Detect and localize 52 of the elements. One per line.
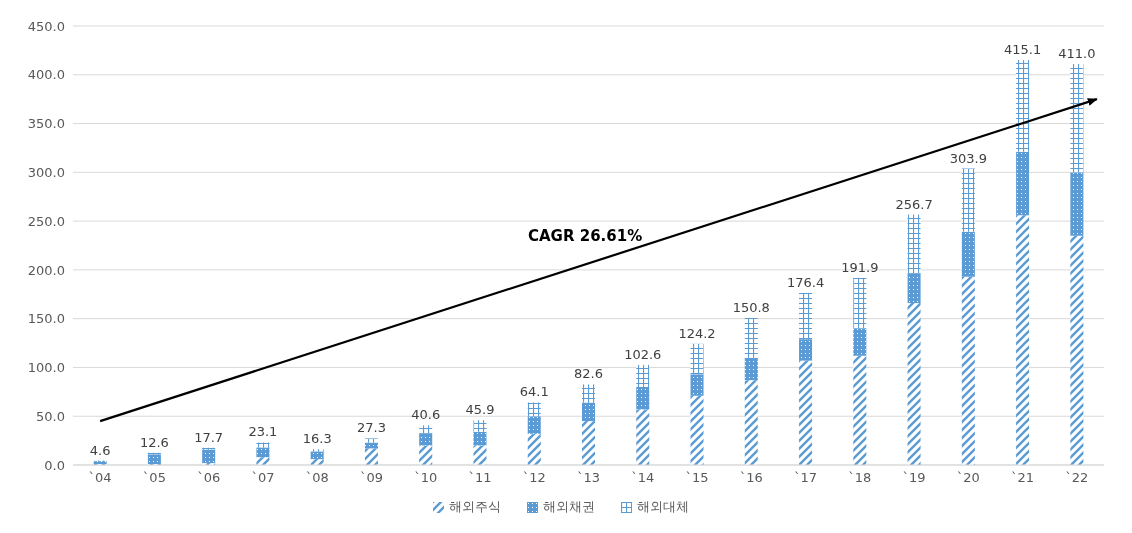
y-tick-label: 300.0 [27, 164, 65, 180]
x-tick-label: `11 [468, 470, 492, 486]
total-label: 124.2 [678, 325, 716, 341]
x-tick-label: `07 [251, 470, 275, 486]
x-tick-label: `12 [522, 470, 546, 486]
y-tick-label: 450.0 [27, 18, 65, 34]
x-tick-label: `04 [88, 470, 112, 486]
y-tick-label: 200.0 [27, 262, 65, 278]
total-label: 16.3 [302, 431, 332, 447]
x-tick-label: `08 [305, 470, 329, 486]
y-tick-label: 350.0 [27, 116, 65, 132]
total-label: 303.9 [949, 150, 987, 166]
x-tick-label: `10 [414, 470, 438, 486]
total-label: 150.8 [732, 299, 770, 315]
total-label: 256.7 [895, 196, 933, 212]
y-tick-label: 100.0 [27, 360, 65, 376]
x-tick-label: `16 [739, 470, 763, 486]
total-label: 82.6 [574, 366, 603, 382]
total-label: 4.6 [89, 442, 111, 458]
total-label: 40.6 [411, 407, 441, 423]
legend-label: 해외주식 [448, 498, 501, 516]
x-tick-label: `06 [197, 470, 221, 486]
x-tick-label: `15 [685, 470, 709, 486]
x-tick-label: `13 [576, 470, 601, 486]
total-label: 411.0 [1058, 46, 1096, 62]
x-tick-label: `22 [1065, 470, 1089, 486]
total-label: 12.6 [139, 434, 169, 450]
legend-label: 해외채권 [542, 498, 595, 516]
x-tick-label: `17 [794, 470, 818, 486]
total-label: 415.1 [1004, 42, 1042, 58]
total-label: 176.4 [786, 274, 825, 290]
y-tick-label: 400.0 [27, 67, 65, 83]
y-tick-label: 50.0 [36, 408, 65, 424]
x-tick-label: `14 [631, 470, 655, 486]
y-tick-label: 150.0 [27, 311, 65, 327]
total-label: 27.3 [356, 420, 386, 436]
x-tick-label: `05 [142, 470, 166, 486]
total-label: 191.9 [841, 259, 879, 275]
legend-label: 해외대체 [636, 498, 689, 516]
x-tick-label: `21 [1011, 470, 1035, 486]
x-tick-label: `09 [359, 470, 383, 486]
y-tick-label: 0.0 [44, 457, 65, 473]
total-label: 17.7 [194, 429, 224, 445]
y-tick-label: 250.0 [27, 213, 65, 229]
x-tick-label: `19 [902, 470, 926, 486]
total-label: 23.1 [248, 424, 278, 440]
x-tick-label: `20 [956, 470, 980, 486]
total-label: 64.1 [519, 384, 549, 400]
annotation: CAGR 26.61% [528, 227, 643, 245]
total-label: 45.9 [465, 402, 495, 418]
x-tick-label: `18 [848, 470, 872, 486]
total-label: 102.6 [624, 346, 662, 362]
